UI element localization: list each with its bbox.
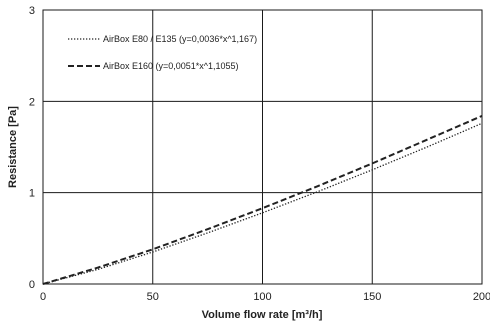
x-tick-label: 200: [473, 291, 490, 303]
plot-border: [42, 9, 483, 285]
y-axis-title: Resistance [Pa]: [7, 106, 19, 188]
series-line-2: [42, 114, 483, 285]
legend: AirBox E80 / E135 (y=0,0036*x^1,167) Air…: [68, 34, 257, 71]
x-tick-label: 100: [253, 291, 271, 303]
y-tick-label: 2: [29, 96, 35, 108]
series-layer: [42, 114, 483, 285]
x-tick-labels: 0 50 100 150 200: [40, 291, 490, 303]
x-axis-title: Volume flow rate [m³/h]: [202, 309, 323, 321]
axes: [42, 9, 483, 285]
y-tick-labels: 0 1 2 3: [29, 5, 35, 291]
series-line-1: [42, 122, 483, 285]
x-tick-label: 150: [363, 291, 381, 303]
legend-label-e80-e135: AirBox E80 / E135 (y=0,0036*x^1,167): [103, 34, 257, 44]
y-tick-label: 0: [29, 279, 35, 291]
legend-label-e160: AirBox E160 (y=0,0051*x^1,1055): [103, 61, 239, 71]
x-tick-label: 50: [147, 291, 159, 303]
x-tick-label: 0: [40, 291, 46, 303]
y-tick-label: 3: [29, 5, 35, 17]
y-tick-label: 1: [29, 188, 35, 200]
